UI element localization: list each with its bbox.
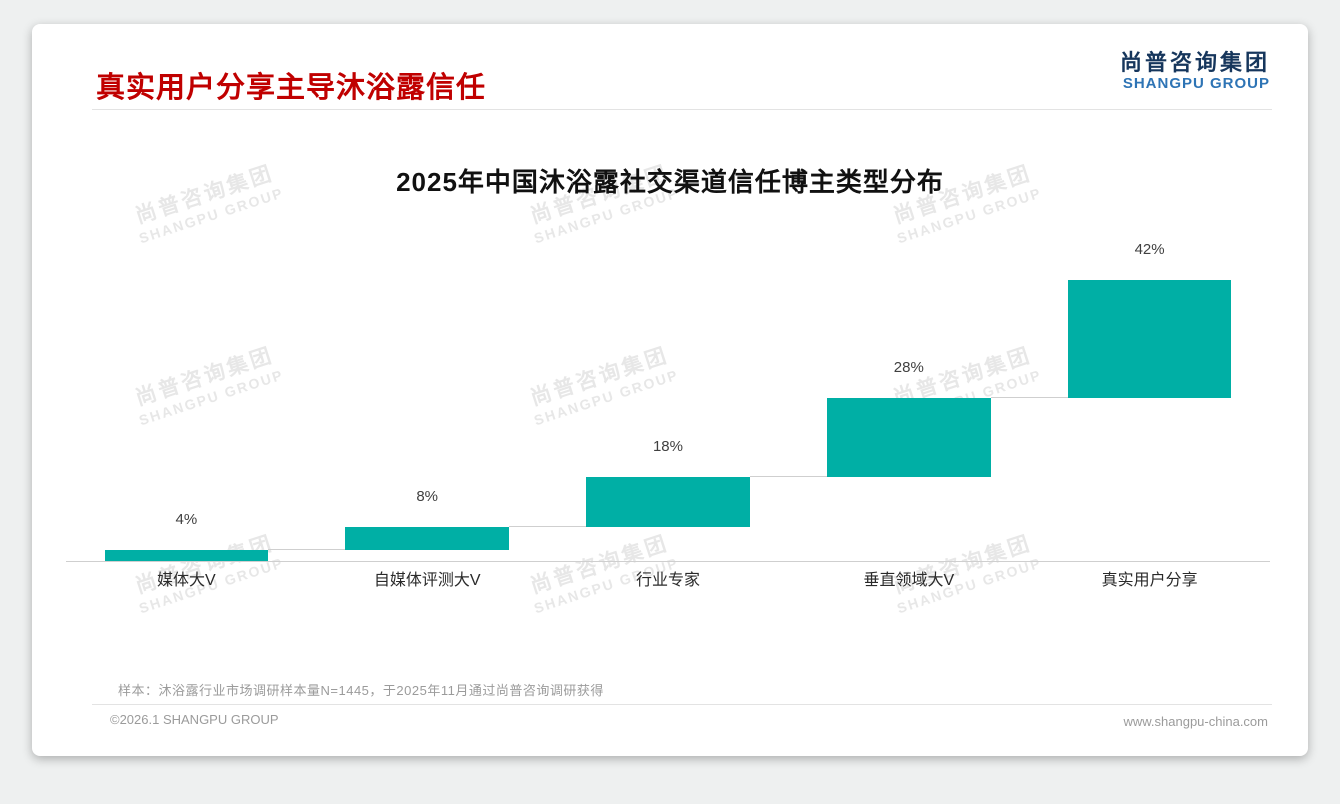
connector-line [749,475,827,477]
chart-title: 2025年中国沐浴露社交渠道信任博主类型分布 [396,167,944,197]
footer-divider [92,704,1272,705]
bar-segment-1 [104,549,269,561]
footer-copyright: ©2026.1 SHANGPU GROUP [110,712,279,727]
header: 真实用户分享主导沐浴露信任 尚普咨询集团 SHANGPU GROUP [92,24,1272,110]
chart-plot-area: 4% 8% 18% 28% 42% [66,241,1270,562]
slide-card: 尚普咨询集团 SHANGPU GROUP 尚普咨询集团 SHANGPU GROUP 尚普… [32,24,1308,756]
bar-segment-4 [826,398,991,477]
category-label: 媒体大V [157,572,216,589]
logo-english-text: SHANGPU GROUP [1122,75,1270,93]
company-logo: 尚普咨询集团 SHANGPU GROUP [1120,50,1270,93]
category-label: 真实用户分享 [1101,572,1198,589]
category-label: 自媒体评测大V [373,572,481,589]
bar-value-label: 18% [652,437,683,455]
bar-segment-5 [1067,280,1232,399]
bar-segment-2 [345,527,510,550]
bar-value-label: 42% [1134,241,1165,258]
bar-value-label: 28% [893,359,924,377]
bar-value-label: 4% [175,510,198,528]
connector-line [990,397,1068,399]
connector-line [268,548,346,550]
category-axis: 媒体大V 自媒体评测大V 行业专家 垂直领域大V 真实用户分享 [66,570,1270,592]
page-title: 真实用户分享主导沐浴露信任 [96,72,487,104]
sample-note: 样本：沐浴露行业市场调研样本量N=1445，于2025年11月通过尚普咨询调研获… [118,683,604,698]
category-label: 垂直领域大V [863,572,955,589]
category-label: 行业专家 [635,572,700,589]
logo-chinese-text: 尚普咨询集团 [1119,50,1270,75]
footer-website: www.shangpu-china.com [1123,714,1268,729]
connector-line [509,526,587,528]
bar-value-label: 8% [416,488,439,506]
bar-segment-3 [586,476,750,528]
